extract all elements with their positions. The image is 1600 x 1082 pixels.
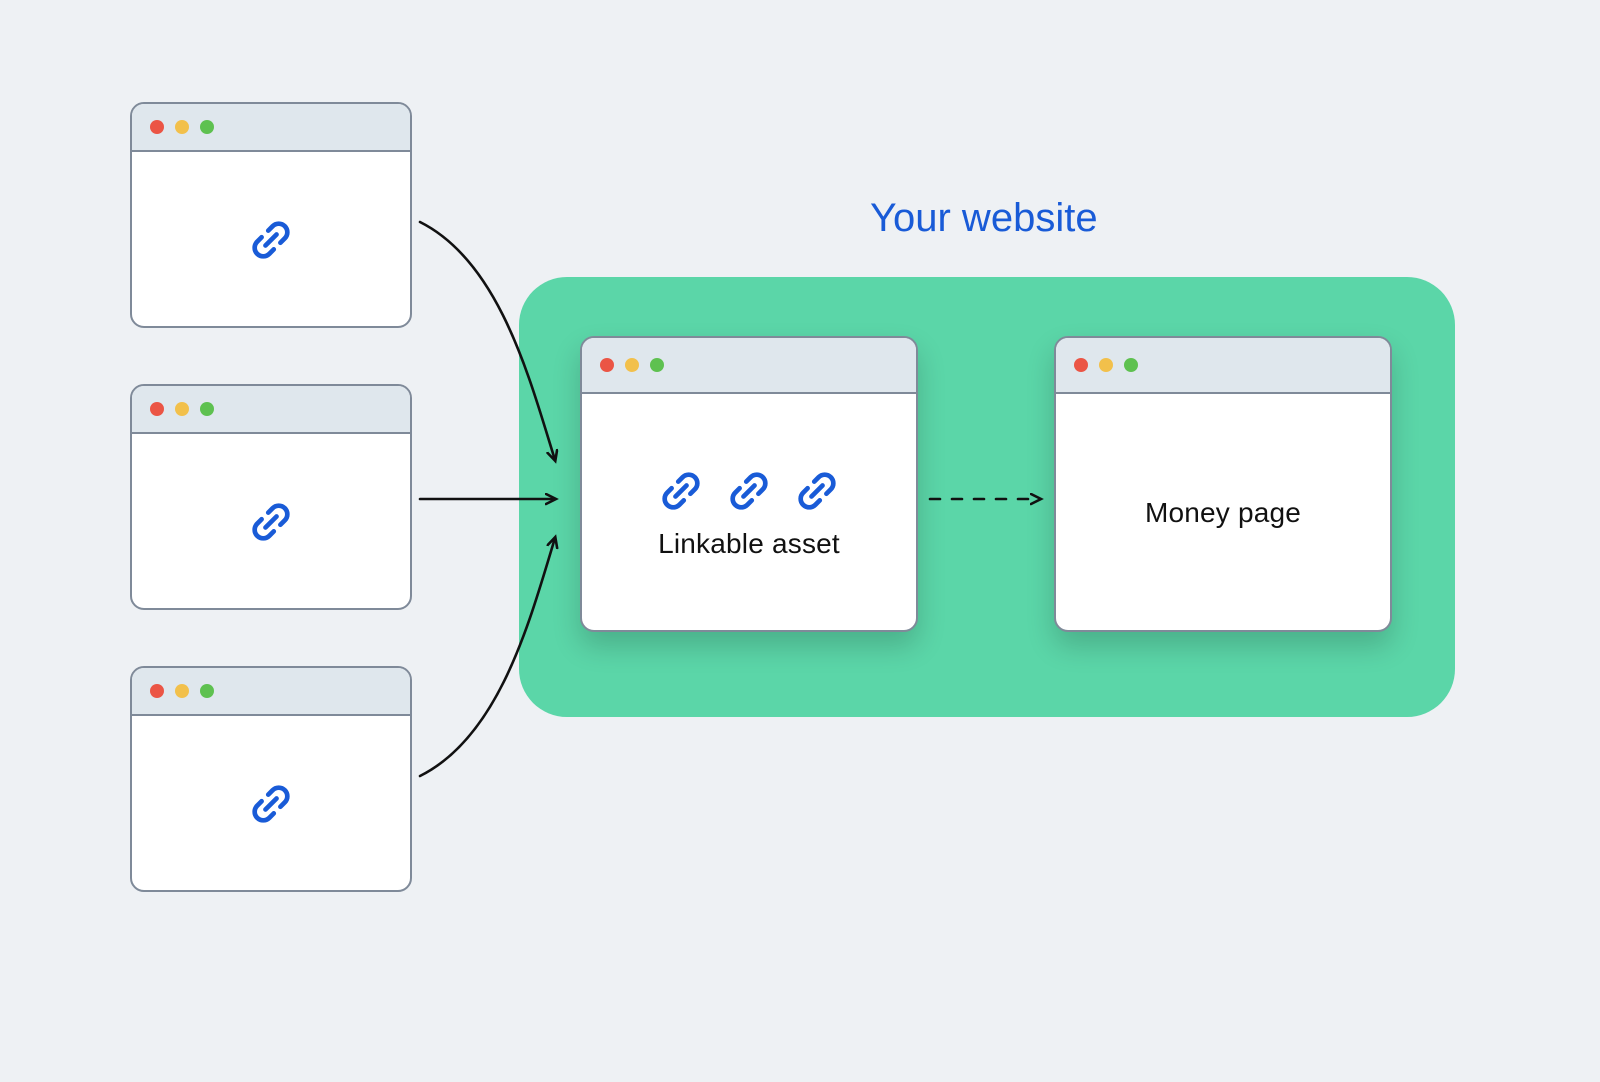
arrow-external-to-asset-1	[420, 222, 555, 460]
arrow-external-to-asset-3	[420, 538, 555, 776]
arrows-layer	[0, 0, 1600, 1082]
diagram-canvas: Your websiteLinkable assetMoney page	[0, 0, 1600, 1082]
